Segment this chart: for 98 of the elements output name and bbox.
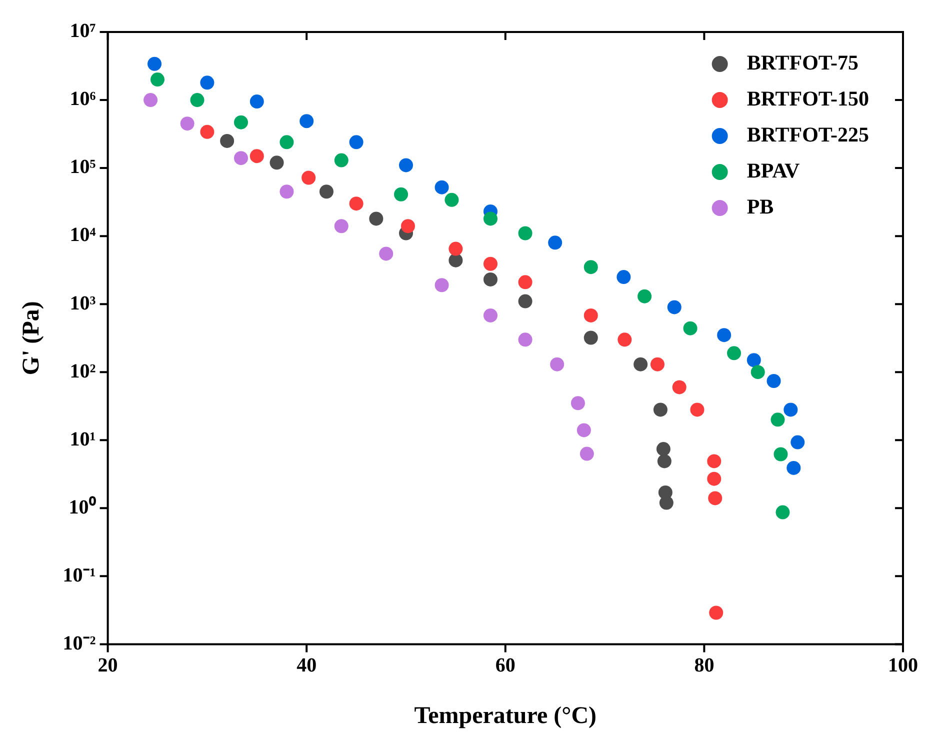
legend-label: BPAV — [746, 158, 800, 182]
point — [400, 219, 415, 234]
y-tick-label: 10² — [70, 360, 96, 382]
legend-label: BRTFOT-150 — [746, 86, 870, 110]
point — [334, 219, 348, 234]
point — [483, 272, 498, 286]
point — [690, 402, 704, 417]
point — [518, 275, 532, 290]
x-tick-label: 80 — [694, 654, 714, 676]
point — [708, 491, 722, 506]
point — [349, 196, 364, 211]
point — [570, 396, 585, 410]
point — [280, 184, 294, 199]
point — [784, 402, 798, 417]
point — [653, 402, 668, 417]
point — [727, 346, 742, 360]
point — [717, 328, 732, 342]
point — [399, 158, 413, 172]
point — [518, 332, 532, 347]
point — [448, 242, 463, 256]
y-tick-label: 10⁷ — [70, 20, 96, 42]
point — [618, 332, 632, 347]
point — [786, 460, 801, 475]
point — [683, 321, 698, 336]
x-axis-title: Temperature (°C) — [414, 702, 597, 729]
point — [483, 256, 498, 271]
point — [776, 505, 790, 520]
point — [657, 454, 672, 468]
point — [667, 300, 682, 314]
point — [750, 365, 765, 380]
point — [576, 423, 591, 438]
point — [148, 56, 162, 71]
y-tick-label: 10⁻¹ — [62, 564, 96, 586]
point — [334, 153, 348, 168]
point — [434, 278, 449, 292]
point — [190, 93, 204, 108]
point — [584, 308, 598, 322]
point — [444, 192, 459, 207]
x-tick-label: 60 — [495, 654, 516, 676]
point — [580, 446, 594, 461]
point — [448, 253, 463, 268]
point — [707, 472, 722, 486]
point — [319, 184, 334, 199]
point — [707, 454, 722, 468]
point — [234, 151, 248, 166]
point — [300, 114, 314, 128]
point — [150, 72, 164, 87]
point — [280, 135, 294, 150]
point — [634, 357, 648, 372]
point — [144, 93, 158, 108]
legend-label: PB — [746, 194, 774, 218]
y-tick-label: 10⁴ — [70, 224, 96, 246]
y-tick-label: 10¹ — [70, 428, 96, 450]
point — [250, 149, 264, 164]
y-tick-label: 10⁶ — [70, 88, 96, 110]
point — [584, 330, 598, 345]
point — [349, 135, 364, 150]
y-tick-label: 10⁻² — [62, 632, 96, 654]
point — [584, 260, 598, 274]
x-tick-label: 40 — [296, 654, 317, 676]
point — [369, 212, 384, 226]
point — [234, 115, 248, 130]
point — [774, 447, 788, 462]
point — [434, 180, 449, 194]
point — [766, 374, 781, 388]
y-axis-title: G' (Pa) — [18, 301, 45, 376]
point — [770, 412, 785, 427]
y-tick-label: 10⁰ — [68, 495, 96, 518]
point — [200, 124, 214, 139]
legend-label: BRTFOT-225 — [746, 122, 870, 146]
point — [379, 246, 394, 261]
point — [672, 380, 686, 394]
point — [650, 357, 664, 372]
point — [250, 94, 264, 109]
point — [483, 212, 498, 226]
point — [550, 357, 564, 372]
point — [302, 170, 316, 185]
x-tick-label: 100 — [888, 654, 918, 676]
point — [518, 226, 532, 240]
legend-label: BRTFOT-75 — [746, 50, 859, 74]
point — [638, 289, 652, 304]
point — [656, 442, 670, 456]
point — [394, 187, 408, 202]
point — [180, 116, 194, 131]
y-tick-label: 10⁵ — [70, 156, 96, 178]
point — [659, 496, 674, 510]
point — [709, 606, 724, 620]
point — [548, 236, 562, 250]
point — [518, 294, 532, 308]
point — [790, 435, 805, 450]
point — [220, 134, 234, 148]
point — [200, 76, 214, 90]
x-tick-label: 20 — [98, 654, 118, 676]
point — [270, 156, 284, 170]
point — [483, 308, 498, 322]
point — [616, 270, 631, 284]
point — [746, 353, 761, 368]
y-tick-label: 10³ — [70, 292, 96, 314]
